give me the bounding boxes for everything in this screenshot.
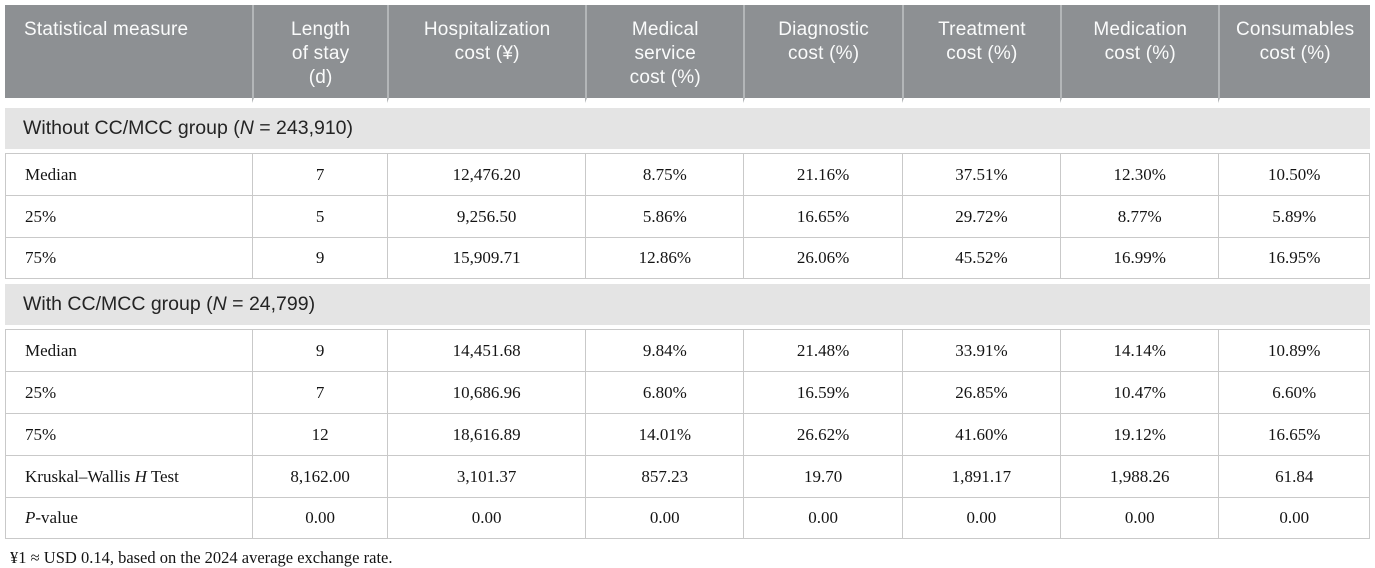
value-cell: 857.23 [585, 455, 744, 497]
value-cell: 12.30% [1060, 153, 1219, 195]
table-header-row: Statistical measure Length of stay (d) Hos… [5, 5, 1370, 103]
value-cell: 3,101.37 [387, 455, 586, 497]
value-cell: 12,476.20 [387, 153, 586, 195]
column-header-label: Statistical measure [24, 19, 189, 40]
value-cell: 0.00 [1218, 497, 1370, 539]
table-figure: Statistical measure Length of stay (d) Hos… [5, 5, 1370, 568]
value-cell: 37.51% [901, 153, 1061, 195]
column-header-3: Medical service cost (%) [585, 5, 744, 103]
value-cell: 8,162.00 [252, 455, 388, 497]
value-cell: 9.84% [585, 329, 744, 371]
value-cell: 9,256.50 [387, 195, 586, 237]
table-row: 75% 12 18,616.89 14.01% 26.62% 41.60% 19.12% 16… [5, 413, 1370, 455]
row-label: 75% [5, 237, 253, 279]
column-header-1: Length of stay (d) [252, 5, 388, 103]
value-cell: 10.50% [1218, 153, 1370, 195]
value-cell: 26.62% [743, 413, 902, 455]
value-cell: 7 [252, 153, 388, 195]
value-cell: 1,988.26 [1060, 455, 1219, 497]
column-header-label: Hospitalization cost (¥) [423, 19, 551, 64]
table-row: 25% 5 9,256.50 5.86% 16.65% 29.72% 8.77% 5.89% [5, 195, 1370, 237]
value-cell: 0.00 [1060, 497, 1219, 539]
row-label: 25% [5, 195, 253, 237]
value-cell: 16.59% [743, 371, 902, 413]
column-header-label: Diagnostic cost (%) [778, 19, 869, 64]
table-row: 25% 7 10,686.96 6.80% 16.59% 26.85% 10.47% 6.60… [5, 371, 1370, 413]
value-cell: 0.00 [387, 497, 586, 539]
value-cell: 45.52% [901, 237, 1061, 279]
row-label: Median [5, 329, 253, 371]
value-cell: 0.00 [743, 497, 902, 539]
group-header-title: With CC/MCC group (N = 24,799) [5, 279, 1370, 329]
value-cell: 14,451.68 [387, 329, 586, 371]
column-header-label: Consumables cost (%) [1236, 19, 1355, 64]
group-header-title: Without CC/MCC group (N = 243,910) [5, 103, 1370, 153]
value-cell: 15,909.71 [387, 237, 586, 279]
table-row: Median 7 12,476.20 8.75% 21.16% 37.51% 12.30% 1… [5, 153, 1370, 195]
value-cell: 29.72% [901, 195, 1061, 237]
value-cell: 10,686.96 [387, 371, 586, 413]
value-cell: 5.89% [1218, 195, 1370, 237]
value-cell: 19.70 [743, 455, 902, 497]
column-header-2: Hospitalization cost (¥) [387, 5, 586, 103]
table-row: Median 9 14,451.68 9.84% 21.48% 33.91% 14.14% 1… [5, 329, 1370, 371]
row-label: Median [5, 153, 253, 195]
row-label: 25% [5, 371, 253, 413]
column-header-0: Statistical measure [5, 5, 253, 103]
value-cell: 41.60% [901, 413, 1061, 455]
column-header-6: Medication cost (%) [1060, 5, 1219, 103]
group-header-row: With CC/MCC group (N = 24,799) [5, 279, 1370, 329]
value-cell: 9 [252, 329, 388, 371]
column-header-label: Medical service cost (%) [629, 19, 701, 88]
value-cell: 26.06% [743, 237, 902, 279]
row-label: 75% [5, 413, 253, 455]
column-header-label: Treatment cost (%) [938, 19, 1026, 64]
value-cell: 9 [252, 237, 388, 279]
value-cell: 12.86% [585, 237, 744, 279]
value-cell: 0.00 [252, 497, 388, 539]
value-cell: 8.75% [585, 153, 744, 195]
value-cell: 6.60% [1218, 371, 1370, 413]
value-cell: 26.85% [901, 371, 1061, 413]
value-cell: 10.89% [1218, 329, 1370, 371]
value-cell: 14.14% [1060, 329, 1219, 371]
value-cell: 5 [252, 195, 388, 237]
value-cell: 21.16% [743, 153, 902, 195]
column-header-7: Consumables cost (%) [1218, 5, 1370, 103]
statistics-table: Statistical measure Length of stay (d) Hos… [5, 5, 1370, 539]
row-label: Kruskal–Wallis H Test [5, 455, 253, 497]
group-header-row: Without CC/MCC group (N = 243,910) [5, 103, 1370, 153]
table-row: P-value 0.00 0.00 0.00 0.00 0.00 0.00 0.00 [5, 497, 1370, 539]
value-cell: 12 [252, 413, 388, 455]
value-cell: 61.84 [1218, 455, 1370, 497]
value-cell: 16.99% [1060, 237, 1219, 279]
table-row: 75% 9 15,909.71 12.86% 26.06% 45.52% 16.99% 16.… [5, 237, 1370, 279]
value-cell: 19.12% [1060, 413, 1219, 455]
value-cell: 33.91% [901, 329, 1061, 371]
value-cell: 18,616.89 [387, 413, 586, 455]
table-row: Kruskal–Wallis H Test 8,162.00 3,101.37 857… [5, 455, 1370, 497]
value-cell: 10.47% [1060, 371, 1219, 413]
row-label: P-value [5, 497, 253, 539]
value-cell: 7 [252, 371, 388, 413]
value-cell: 5.86% [585, 195, 744, 237]
column-header-4: Diagnostic cost (%) [743, 5, 902, 103]
value-cell: 16.65% [743, 195, 902, 237]
value-cell: 16.95% [1218, 237, 1370, 279]
value-cell: 21.48% [743, 329, 902, 371]
column-header-label: Medication cost (%) [1093, 19, 1188, 64]
value-cell: 6.80% [585, 371, 744, 413]
value-cell: 14.01% [585, 413, 744, 455]
value-cell: 1,891.17 [901, 455, 1061, 497]
value-cell: 16.65% [1218, 413, 1370, 455]
value-cell: 8.77% [1060, 195, 1219, 237]
value-cell: 0.00 [585, 497, 744, 539]
value-cell: 0.00 [901, 497, 1061, 539]
table-footnote: ¥1 ≈ USD 0.14, based on the 2024 average… [10, 548, 393, 567]
column-header-5: Treatment cost (%) [901, 5, 1061, 103]
column-header-label: Length of stay (d) [290, 19, 351, 88]
